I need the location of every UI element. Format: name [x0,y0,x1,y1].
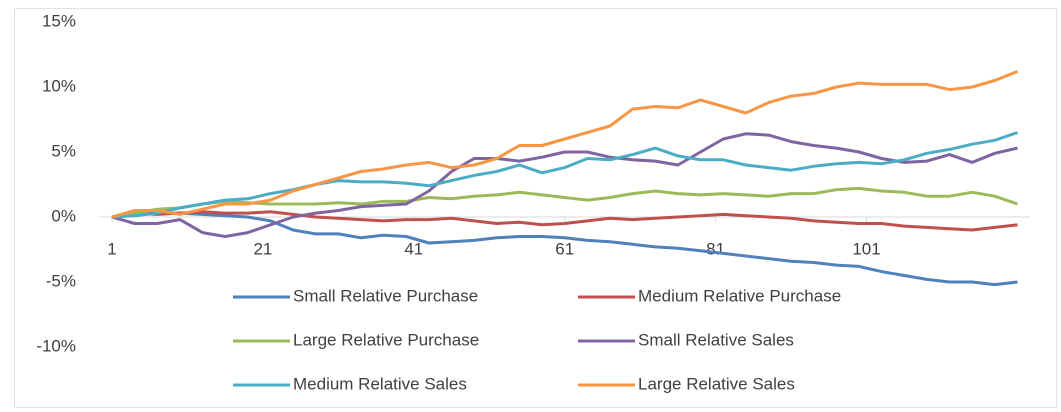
x-tick-label: 61 [555,239,574,258]
legend-label: Small Relative Purchase [293,286,478,305]
series-line [111,186,1018,219]
legend-label: Medium Relative Sales [293,374,467,393]
y-tick-label: -10% [36,336,76,355]
legend-label: Large Relative Purchase [293,330,479,349]
x-tick-label: 41 [404,239,423,258]
legend-label: Small Relative Sales [638,330,794,349]
y-tick-label: -5% [46,271,76,290]
y-tick-label: 0% [51,206,76,225]
x-tick-label: 21 [253,239,272,258]
y-tick-label: 5% [51,141,76,160]
series-line [111,132,1018,238]
legend-label: Medium Relative Purchase [638,286,841,305]
series-line [111,131,1018,219]
x-tick-label: 101 [852,239,880,258]
series-line [111,210,1018,232]
x-tick-label: 81 [706,239,725,258]
y-tick-label: 15% [42,11,76,30]
y-tick-label: 10% [42,76,76,95]
series-line [111,211,1018,287]
legend-label: Large Relative Sales [638,374,795,393]
series-line [111,70,1019,219]
x-tick-label: 1 [107,239,116,258]
